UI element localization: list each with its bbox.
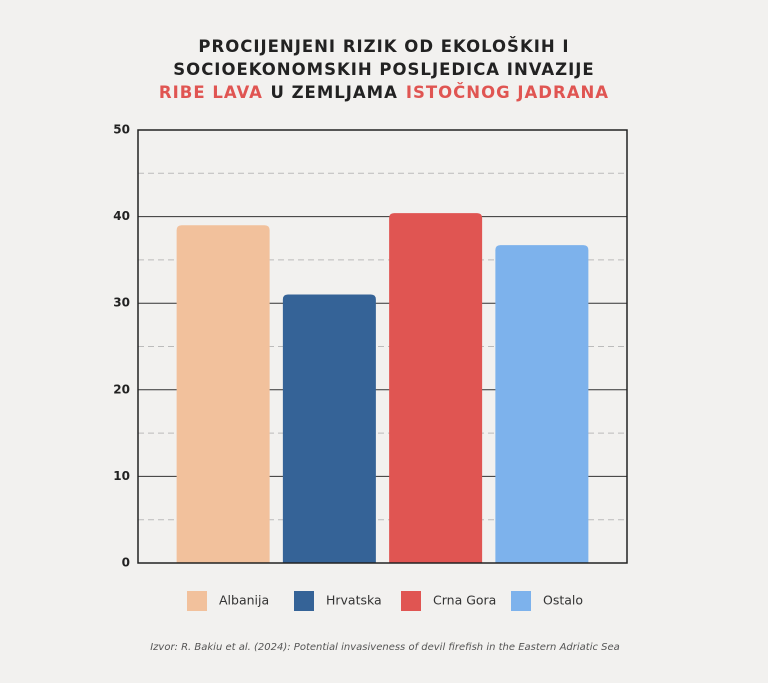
legend-swatch	[187, 591, 207, 611]
bar	[176, 225, 270, 563]
title-part: ISTOČNOG JADRANA	[406, 83, 609, 102]
source: Izvor: R. Bakiu et al. (2024): Potential…	[150, 642, 620, 653]
title-part: RIBE LAVA	[159, 83, 263, 102]
y-tick-label: 10	[113, 469, 130, 483]
legend-label: Albanija	[219, 593, 269, 608]
legend-swatch	[294, 591, 314, 611]
bar	[389, 213, 483, 564]
chart-title: SOCIOEKONOMSKIH POSLJEDICA INVAZIJE	[173, 60, 594, 79]
title-part: PROCIJENJENI RIZIK OD EKOLOŠKIH I	[198, 37, 569, 56]
plot-frame	[137, 129, 628, 564]
legend-label: Crna Gora	[433, 593, 496, 608]
legend-label: Ostalo	[543, 593, 583, 608]
legend-label: Hrvatska	[326, 593, 382, 608]
legend-swatch	[401, 591, 421, 611]
bar	[282, 294, 376, 563]
chart-title: RIBE LAVA U ZEMLJAMA ISTOČNOG JADRANA	[159, 83, 609, 102]
legend-swatch	[511, 591, 531, 611]
title-part: SOCIOEKONOMSKIH POSLJEDICA INVAZIJE	[173, 60, 594, 79]
y-tick-label: 30	[113, 296, 130, 310]
y-tick-label: 20	[113, 382, 130, 396]
bar	[495, 245, 589, 564]
chart-title: PROCIJENJENI RIZIK OD EKOLOŠKIH I	[198, 37, 569, 56]
y-tick-label: 50	[113, 123, 130, 137]
y-tick-label: 40	[113, 209, 130, 223]
title-part: U ZEMLJAMA	[270, 83, 397, 102]
y-tick-label: 0	[122, 556, 130, 570]
